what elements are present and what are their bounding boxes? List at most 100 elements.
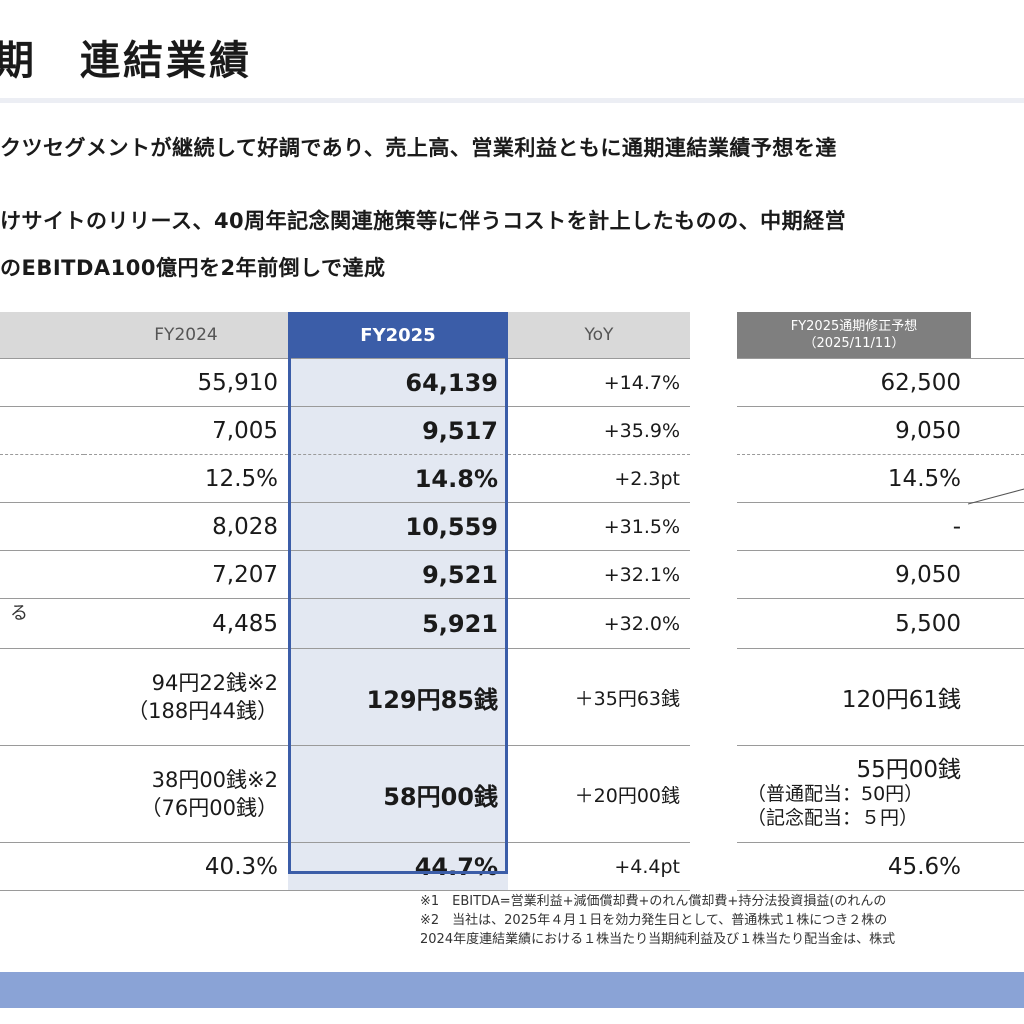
header-fy2025: FY2025 — [288, 312, 508, 359]
forecast-date: （2025/11/11） — [803, 336, 905, 351]
forecast-value: 5,500 — [737, 598, 971, 649]
yoy-value: ＋35円63銭 — [508, 648, 690, 746]
fy2025-value: 129円85銭 — [288, 648, 508, 746]
fy2024-value: 94円22銭※2 （188円44銭） — [84, 648, 288, 746]
empty-cell — [971, 598, 1024, 649]
yoy-value: +14.7% — [508, 358, 690, 407]
forecast-commemorative-dividend: （記念配当：５円） — [747, 807, 919, 829]
forecast-value: 55円00銭 （普通配当：50円） （記念配当：５円） — [737, 745, 971, 843]
header-fy2024: FY2024 — [84, 312, 288, 359]
fy2024-value: 12.5% — [84, 454, 288, 503]
fy2024-value: 7,005 — [84, 406, 288, 455]
yoy-value: ＋20円00銭 — [508, 745, 690, 843]
fy2025-value: 5,921 — [288, 598, 508, 649]
row-label — [0, 406, 84, 455]
empty-cell — [971, 745, 1024, 843]
row-label — [0, 454, 84, 503]
yoy-value: +4.4pt — [508, 842, 690, 891]
fy2025-value: 44.7% — [288, 842, 508, 891]
fy2024-dividend: 38円00銭※2 — [151, 768, 278, 792]
forecast-dividend: 55円00銭 — [856, 757, 961, 783]
forecast-header-row: FY2025通期修正予想 （2025/11/11） — [737, 312, 1024, 359]
footnote-3: 2024年度連結業績における１株当たり当期純利益及び１株当たり配当金は、株式 — [420, 932, 896, 947]
empty-cell — [971, 502, 1024, 551]
fy2024-value: 4,485 — [84, 598, 288, 649]
fy2024-eps-adjusted: （188円44銭） — [127, 699, 278, 723]
table-row: 38円00銭※2 （76円00銭） 58円00銭 ＋20円00銭 — [0, 745, 690, 843]
fy2025-value: 14.8% — [288, 454, 508, 503]
page-title: 期 連結業績 — [0, 38, 252, 84]
fy2024-value: 38円00銭※2 （76円00銭） — [84, 745, 288, 843]
fy2025-value: 9,517 — [288, 406, 508, 455]
fy2024-value: 7,207 — [84, 550, 288, 599]
footer-bar — [0, 972, 1024, 1008]
empty-cell — [971, 454, 1024, 503]
header-label-col — [0, 312, 84, 359]
row-label — [0, 745, 84, 843]
fy2024-value: 8,028 — [84, 502, 288, 551]
callout-line — [968, 488, 1024, 505]
forecast-table: FY2025通期修正予想 （2025/11/11） 62,500 9,050 1… — [737, 312, 1024, 891]
table-row: 12.5% 14.8% +2.3pt — [0, 454, 690, 503]
summary-line-2: けサイトのリリース、40周年記念関連施策等に伴うコストを計上したものの、中期経営 — [0, 209, 847, 233]
footnote-1: ※1 EBITDA=営業利益+減価償却費+のれん償却費+持分法投資損益(のれんの — [420, 894, 887, 909]
forecast-ordinary-dividend: （普通配当：50円） — [747, 783, 924, 805]
forecast-value: - — [737, 502, 971, 551]
row-label: る — [0, 598, 84, 649]
fy2024-eps: 94円22銭※2 — [151, 671, 278, 695]
fy2025-value: 10,559 — [288, 502, 508, 551]
table-row: 5,500 — [737, 598, 1024, 649]
table-row: 62,500 — [737, 358, 1024, 407]
summary-line-3: のEBITDA100億円を2年前倒しで達成 — [0, 256, 386, 280]
yoy-value: +32.1% — [508, 550, 690, 599]
fy2025-value: 9,521 — [288, 550, 508, 599]
empty-cell — [971, 648, 1024, 746]
table-row: 94円22銭※2 （188円44銭） 129円85銭 ＋35円63銭 — [0, 648, 690, 746]
row-label — [0, 842, 84, 891]
empty-cell — [971, 842, 1024, 891]
footnotes: ※1 EBITDA=営業利益+減価償却費+のれん償却費+持分法投資損益(のれんの… — [420, 892, 895, 949]
row-label — [0, 502, 84, 551]
forecast-value: 9,050 — [737, 406, 971, 455]
table-row: 120円61銭 — [737, 648, 1024, 746]
fy2024-dividend-adjusted: （76円00銭） — [140, 796, 278, 820]
table-row: 55円00銭 （普通配当：50円） （記念配当：５円） — [737, 745, 1024, 843]
empty-cell — [971, 550, 1024, 599]
forecast-value: 120円61銭 — [737, 648, 971, 746]
fy2024-value: 55,910 — [84, 358, 288, 407]
summary-line-1: クツセグメントが継続して好調であり、売上高、営業利益ともに通期連結業績予想を達 — [0, 136, 837, 160]
results-table: FY2024 FY2025 YoY 55,910 64,139 +14.7% 7… — [0, 312, 690, 891]
table-row: 7,207 9,521 +32.1% — [0, 550, 690, 599]
table-row: 8,028 10,559 +31.5% — [0, 502, 690, 551]
table-row: る 4,485 5,921 +32.0% — [0, 598, 690, 649]
forecast-value: 9,050 — [737, 550, 971, 599]
table-row: 14.5% — [737, 454, 1024, 503]
forecast-title: FY2025通期修正予想 — [790, 319, 918, 334]
yoy-value: +31.5% — [508, 502, 690, 551]
yoy-value: +2.3pt — [508, 454, 690, 503]
table-row: 45.6% — [737, 842, 1024, 891]
empty-cell — [971, 406, 1024, 455]
title-divider — [0, 98, 1024, 103]
header-forecast-next — [971, 312, 1024, 359]
table-row: 7,005 9,517 +35.9% — [0, 406, 690, 455]
yoy-value: +32.0% — [508, 598, 690, 649]
header-yoy: YoY — [508, 312, 690, 359]
fy2025-value: 58円00銭 — [288, 745, 508, 843]
yoy-value: +35.9% — [508, 406, 690, 455]
row-label — [0, 550, 84, 599]
table-row: 9,050 — [737, 550, 1024, 599]
row-label — [0, 648, 84, 746]
empty-cell — [971, 358, 1024, 407]
forecast-value: 14.5% — [737, 454, 971, 503]
table-header-row: FY2024 FY2025 YoY — [0, 312, 690, 359]
footnote-2: ※2 当社は、2025年４月１日を効力発生日として、普通株式１株につき２株の — [420, 913, 888, 928]
forecast-value: 45.6% — [737, 842, 971, 891]
header-forecast: FY2025通期修正予想 （2025/11/11） — [737, 312, 971, 359]
fy2024-value: 40.3% — [84, 842, 288, 891]
table-row: 40.3% 44.7% +4.4pt — [0, 842, 690, 891]
table-row: 55,910 64,139 +14.7% — [0, 358, 690, 407]
forecast-value: 62,500 — [737, 358, 971, 407]
fy2025-value: 64,139 — [288, 358, 508, 407]
row-label — [0, 358, 84, 407]
